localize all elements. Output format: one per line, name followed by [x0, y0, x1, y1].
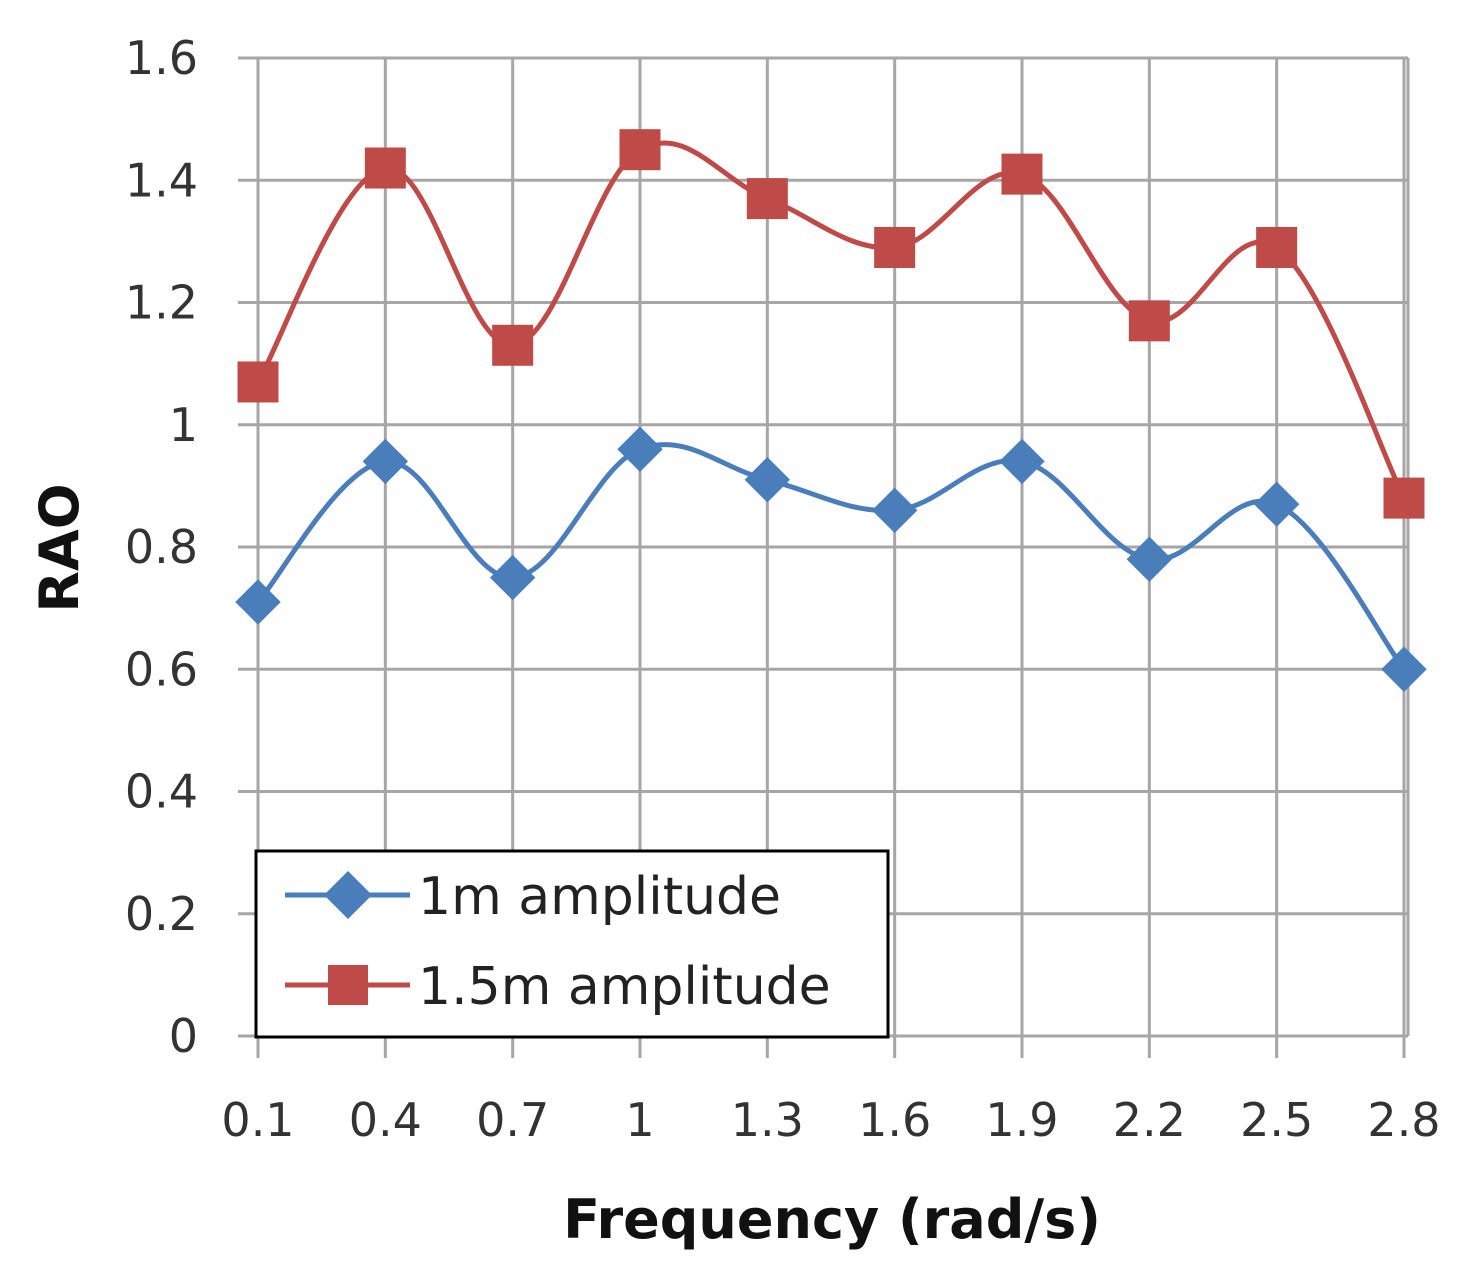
- data-point-diamond: [489, 554, 536, 601]
- x-tick-label: 1: [625, 1093, 654, 1147]
- legend-label-1m-amplitude: 1m amplitude: [418, 867, 781, 927]
- data-point-square: [746, 178, 788, 220]
- data-point-diamond: [1253, 481, 1300, 527]
- legend: 1m amplitude 1.5m amplitude: [254, 849, 890, 1039]
- series-line: [255, 140, 1407, 500]
- data-point-square: [237, 361, 279, 403]
- data-point-square: [619, 129, 661, 171]
- x-tick-label: 1.6: [858, 1093, 931, 1147]
- data-point-diamond: [744, 457, 791, 503]
- x-tick-label: 2.8: [1367, 1093, 1440, 1147]
- y-tick-label: 0.4: [125, 765, 198, 819]
- data-point-diamond: [1126, 536, 1173, 582]
- x-tick-label: 0.4: [349, 1093, 422, 1147]
- y-axis-title: RAO: [28, 483, 91, 612]
- data-point-diamond: [362, 438, 409, 485]
- y-tick-label: 0: [169, 1009, 198, 1063]
- y-tick-label: 0.6: [125, 642, 198, 696]
- legend-entry-1-5m-amplitude: 1.5m amplitude: [285, 957, 831, 1017]
- y-tick-label: 0.8: [125, 520, 198, 574]
- x-tick-label: 1.3: [731, 1093, 804, 1147]
- x-tick-label: 0.7: [476, 1093, 549, 1147]
- y-tick-label: 1.4: [125, 153, 198, 207]
- data-point-diamond: [1381, 646, 1427, 692]
- data-point-square: [1128, 300, 1170, 342]
- x-axis-title: Frequency (rad/s): [563, 1188, 1101, 1251]
- y-axis-ticks: 0 0.2 0.4 0.6 0.8 1 1.2 1.4 1.6: [125, 31, 198, 1063]
- legend-marker-diamond: [324, 871, 372, 919]
- data-point-diamond: [871, 487, 918, 534]
- x-tick-label: 2.2: [1113, 1093, 1186, 1147]
- series-1m-amplitude: [235, 426, 1427, 692]
- data-point-square: [364, 147, 406, 189]
- y-tick-label: 1.6: [125, 31, 198, 85]
- data-point-square: [492, 324, 534, 366]
- data-point-diamond: [235, 579, 281, 625]
- series-line: [256, 442, 1406, 671]
- y-tick-label: 0.2: [125, 887, 198, 941]
- data-point-diamond: [617, 426, 663, 472]
- y-tick-label: 1: [169, 398, 198, 452]
- data-point-square: [874, 226, 916, 268]
- legend-label-1-5m-amplitude: 1.5m amplitude: [418, 957, 831, 1017]
- series-1-5m-amplitude: [237, 129, 1425, 519]
- y-tick-label: 1.2: [125, 276, 198, 330]
- legend-box: [254, 849, 890, 1039]
- x-tick-label: 2.5: [1240, 1093, 1313, 1147]
- x-axis-ticks: 0.1 0.4 0.7 1 1.3 1.6 1.9 2.2 2.5 2.8: [221, 1093, 1440, 1147]
- x-tick-label: 0.1: [221, 1093, 294, 1147]
- data-point-square: [1001, 153, 1043, 195]
- data-point-square: [1256, 226, 1298, 268]
- series: [235, 129, 1427, 692]
- data-point-square: [1383, 477, 1425, 519]
- data-point-diamond: [999, 438, 1045, 485]
- legend-marker-square: [328, 965, 368, 1005]
- legend-entry-1m-amplitude: 1m amplitude: [285, 867, 781, 927]
- x-tick-label: 1.9: [985, 1093, 1058, 1147]
